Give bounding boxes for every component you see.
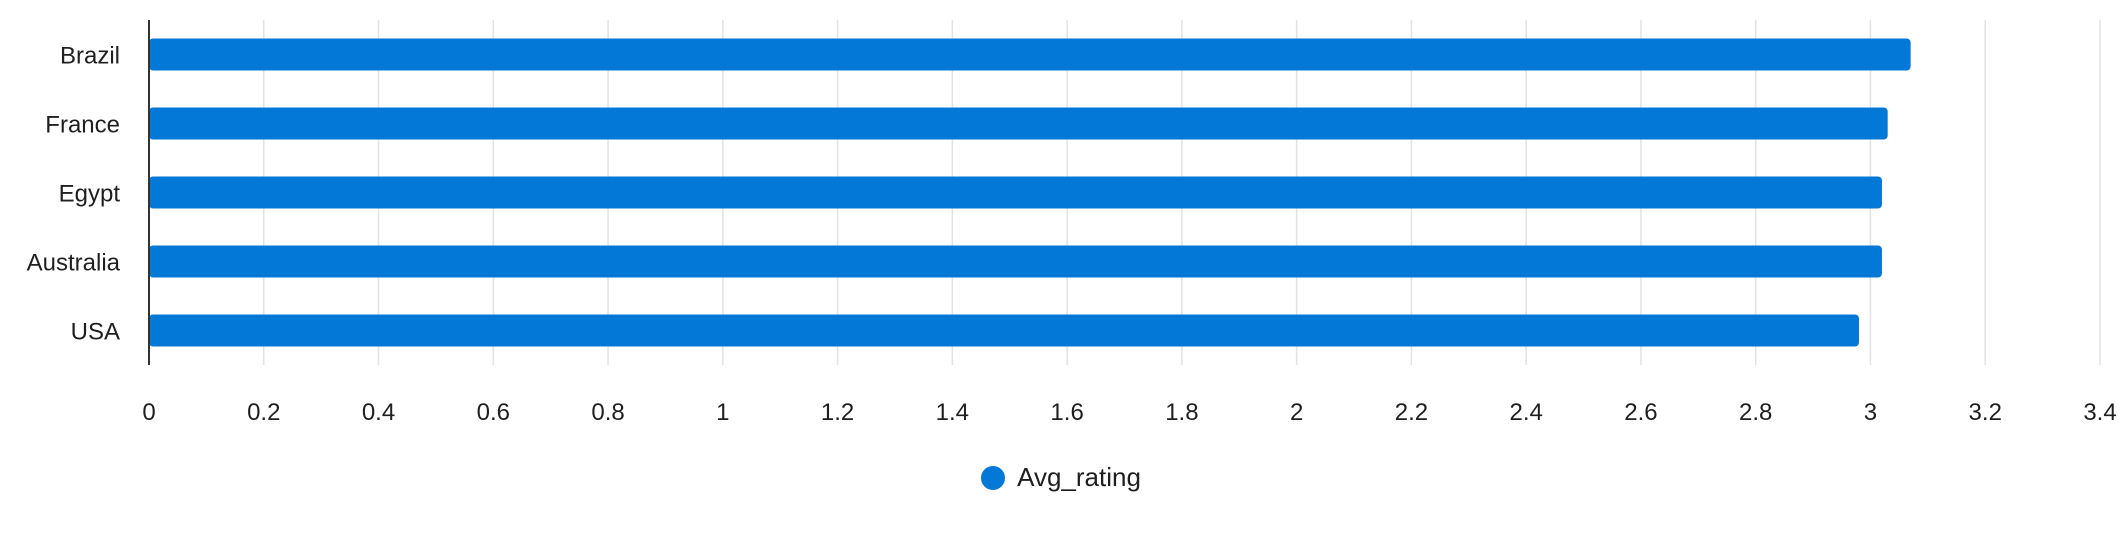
bars xyxy=(149,38,1911,347)
bar[interactable] xyxy=(149,107,1888,140)
x-tick-label: 0.6 xyxy=(477,399,510,426)
y-tick-label: Egypt xyxy=(59,181,121,208)
y-tick-label: Brazil xyxy=(60,43,120,70)
x-tick-label: 0.2 xyxy=(247,399,280,426)
x-tick-label: 0.8 xyxy=(591,399,624,426)
legend-swatch-icon xyxy=(981,465,1006,490)
legend-label: Avg_rating xyxy=(1017,462,1141,492)
x-tick-label: 1.6 xyxy=(1050,399,1083,426)
x-tick-label: 1.2 xyxy=(821,399,854,426)
x-tick-label: 2.2 xyxy=(1395,399,1428,426)
bar[interactable] xyxy=(149,245,1882,278)
bar[interactable] xyxy=(149,176,1882,209)
x-tick-label: 2 xyxy=(1290,399,1303,426)
x-tick-label: 0.4 xyxy=(362,399,395,426)
x-tick-label: 3 xyxy=(1864,399,1877,426)
x-tick-label: 1 xyxy=(716,399,729,426)
legend[interactable]: Avg_rating xyxy=(0,462,2122,493)
y-tick-label: Australia xyxy=(27,250,121,277)
x-tick-label: 1.8 xyxy=(1165,399,1198,426)
x-tick-label: 3.4 xyxy=(2083,399,2116,426)
x-tick-label: 3.2 xyxy=(1969,399,2002,426)
y-tick-labels: Brazil France Egypt Australia USA xyxy=(27,43,121,346)
x-tick-label: 2.8 xyxy=(1739,399,1772,426)
y-tick-label: USA xyxy=(71,319,120,346)
x-tick-label: 0 xyxy=(142,399,155,426)
x-tick-label: 2.4 xyxy=(1509,399,1542,426)
bar[interactable] xyxy=(149,314,1859,347)
y-tick-label: France xyxy=(45,112,120,139)
x-tick-labels: 0 0.2 0.4 0.6 0.8 1 1.2 1.4 1.6 1.8 2 2.2 2.4 2.6 2.8 3… xyxy=(142,399,2116,426)
bar[interactable] xyxy=(149,38,1911,71)
x-tick-label: 1.4 xyxy=(936,399,969,426)
x-tick-label: 2.6 xyxy=(1624,399,1657,426)
